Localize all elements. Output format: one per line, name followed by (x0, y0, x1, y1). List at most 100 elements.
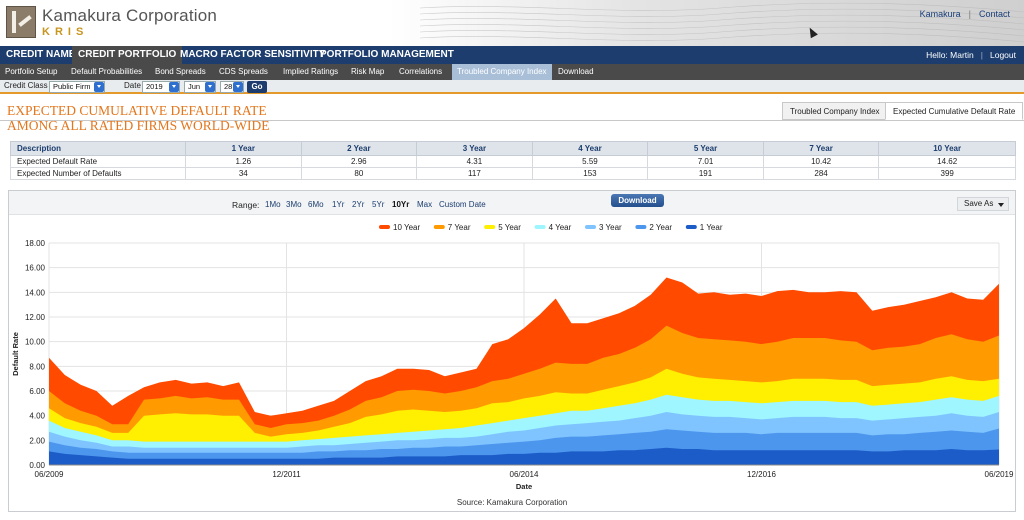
table-cell: 34 (185, 167, 302, 180)
table-cell: 2.96 (300, 155, 418, 168)
y-tick-label: 8.00 (29, 362, 45, 371)
header-wave-decoration (420, 2, 1024, 43)
table-cell: 4.31 (416, 155, 533, 168)
subnav-cds-spreads[interactable]: CDS Spreads (219, 67, 268, 76)
y-tick-label: 18.00 (25, 239, 46, 248)
table-cell: 5.59 (531, 155, 649, 168)
subnav-troubled-company-index[interactable]: Troubled Company Index (452, 64, 552, 80)
link-contact[interactable]: Contact (978, 9, 1010, 19)
nav-credit-name[interactable]: CREDIT NAME (6, 49, 76, 60)
range-custom-date[interactable]: Custom Date (439, 200, 486, 209)
chevron-down-icon (233, 82, 243, 92)
table-cell: Expected Default Rate (10, 155, 186, 168)
legend-label[interactable]: 7 Year (448, 223, 471, 232)
legend-swatch[interactable] (433, 225, 445, 229)
summary-table: Description 1 Year 2 Year 3 Year 4 Year … (10, 141, 1016, 180)
top-links: Kamakura | Contact (920, 9, 1010, 19)
table-header-row: Description 1 Year 2 Year 3 Year 4 Year … (10, 141, 1016, 156)
range-6mo[interactable]: 6Mo (308, 200, 324, 209)
legend-label[interactable]: 1 Year (700, 223, 723, 232)
brand-name: Kamakura Corporation (42, 6, 218, 25)
table-cell: 153 (531, 167, 649, 180)
chevron-down-icon (205, 82, 215, 92)
legend-swatch[interactable] (379, 225, 390, 229)
page-title: EXPECTED CUMULATIVE DEFAULT RATE AMONG A… (7, 103, 270, 133)
legend-swatch[interactable] (635, 225, 647, 229)
chevron-down-icon (169, 82, 179, 92)
range-1mo[interactable]: 1Mo (265, 200, 281, 209)
col-header: 7 Year (762, 141, 880, 156)
x-axis-label: Date (516, 482, 532, 491)
nav-portfolio-management[interactable]: PORTFOLIO MANAGEMENT (320, 49, 454, 60)
default-rate-chart: 0.00 2.00 4.00 6.00 8.00 10.00 12.00 14.00 16.00… (11, 223, 1014, 491)
legend-swatch[interactable] (685, 225, 697, 229)
legend-swatch[interactable] (484, 225, 496, 229)
table-cell: 7.01 (647, 155, 764, 168)
page-title-line1: EXPECTED CUMULATIVE DEFAULT RATE (7, 103, 267, 118)
year-select[interactable]: 2019 (142, 81, 180, 93)
range-max[interactable]: Max (417, 200, 433, 209)
download-button[interactable]: Download (611, 194, 664, 207)
legend-label[interactable]: 2 Year (649, 223, 672, 232)
legend-label[interactable]: 5 Year (498, 223, 521, 232)
logout-link[interactable]: Logout (990, 50, 1016, 60)
chart-source: Source: Kamakura Corporation (456, 498, 568, 507)
x-tick-label: 12/2016 (747, 470, 776, 479)
legend-swatch[interactable] (585, 225, 596, 229)
y-tick-label: 6.00 (29, 387, 45, 396)
credit-class-value: Public Firm (53, 82, 91, 91)
subnav-download[interactable]: Download (558, 67, 594, 76)
table-cell: 1.26 (185, 155, 302, 168)
user-separator: | (980, 50, 983, 60)
x-tick-label: 06/2009 (35, 470, 64, 479)
y-tick-label: 16.00 (25, 264, 46, 273)
legend-label[interactable]: 10 Year (393, 223, 420, 232)
legend-label[interactable]: 4 Year (549, 223, 572, 232)
go-button[interactable]: Go (247, 81, 267, 93)
tab-troubled-company-index[interactable]: Troubled Company Index (782, 102, 888, 120)
y-tick-label: 2.00 (29, 436, 45, 445)
credit-class-label: Credit Class (4, 81, 48, 90)
y-axis-label: Default Rate (11, 332, 20, 376)
legend-swatch[interactable] (534, 225, 546, 229)
range-5yr[interactable]: 5Yr (372, 200, 385, 209)
col-header: 10 Year (878, 141, 1016, 156)
save-as-menu[interactable]: Save As (957, 197, 1009, 211)
filter-bar: Credit Class Public Firm Date 2019 Jun 2… (0, 80, 1024, 94)
range-1yr[interactable]: 1Yr (332, 200, 345, 209)
kamakura-logo-icon[interactable] (6, 6, 36, 38)
col-header: 4 Year (531, 141, 649, 156)
day-select[interactable]: 28 (220, 81, 244, 93)
page-title-line2: AMONG ALL RATED FIRMS WORLD-WIDE (7, 118, 270, 133)
range-3mo[interactable]: 3Mo (286, 200, 302, 209)
y-tick-label: 0.00 (29, 461, 45, 470)
series-area-1-year (49, 447, 999, 465)
legend-label[interactable]: 3 Year (599, 223, 622, 232)
range-10yr[interactable]: 10Yr (392, 200, 410, 209)
x-tick-label: 06/2014 (510, 470, 539, 479)
main-nav: CREDIT NAME CREDIT PORTFOLIO MACRO FACTO… (0, 46, 1024, 64)
subnav-correlations[interactable]: Correlations (399, 67, 443, 76)
link-separator: | (968, 9, 971, 19)
subnav-bond-spreads[interactable]: Bond Spreads (155, 67, 206, 76)
day-value: 28 (224, 82, 233, 91)
year-value: 2019 (146, 82, 163, 91)
tab-divider (0, 120, 1024, 121)
range-2yr[interactable]: 2Yr (352, 200, 365, 209)
user-area: Hello: Martin | Logout (926, 46, 1016, 64)
subnav-risk-map[interactable]: Risk Map (351, 67, 385, 76)
sub-nav: Portfolio Setup Default Probabilities Bo… (0, 64, 1024, 80)
tab-expected-cumulative-default-rate[interactable]: Expected Cumulative Default Rate (885, 102, 1024, 120)
credit-class-select[interactable]: Public Firm (49, 81, 105, 93)
table-cell: 399 (878, 167, 1016, 180)
x-tick-label: 12/2011 (272, 470, 301, 479)
month-select[interactable]: Jun (184, 81, 216, 93)
subnav-portfolio-setup[interactable]: Portfolio Setup (5, 67, 58, 76)
nav-credit-portfolio[interactable]: CREDIT PORTFOLIO (72, 46, 183, 64)
subnav-implied-ratings[interactable]: Implied Ratings (283, 67, 339, 76)
subnav-default-probabilities[interactable]: Default Probabilities (71, 67, 143, 76)
month-value: Jun (188, 82, 201, 91)
nav-macro-factor-sensitivity[interactable]: MACRO FACTOR SENSITIVITY (180, 49, 326, 60)
link-kamakura[interactable]: Kamakura (919, 9, 961, 19)
y-tick-label: 12.00 (25, 313, 46, 322)
